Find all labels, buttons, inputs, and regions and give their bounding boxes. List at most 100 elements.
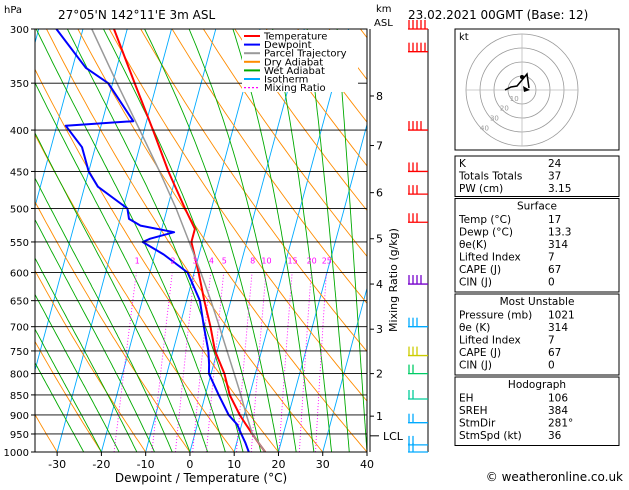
indices-row-label: EH: [459, 393, 474, 405]
indices-row-label: CIN (J): [459, 360, 492, 372]
mixing-ratio-line: [151, 272, 173, 452]
pressure-tick-label: 700: [10, 323, 29, 334]
indices-row-value: 3.15: [548, 183, 571, 195]
wind-barb-icon: [408, 185, 428, 195]
mixing-ratio-label: 8: [250, 257, 255, 266]
dry-adiabat-line: [234, 29, 367, 212]
indices-row-label: Pressure (mb): [459, 310, 532, 322]
location-label: 27°05'N 142°11'E 3m ASL: [58, 8, 215, 22]
hodograph-unit-label: kt: [459, 32, 469, 43]
indices-row-value: 1021: [548, 310, 575, 322]
pressure-tick-label: 400: [10, 126, 29, 137]
dry-adiabat-line: [35, 340, 102, 452]
temperature-line: [113, 29, 267, 452]
pressure-unit-label: hPa: [4, 5, 22, 16]
temperature-tick-label: -30: [48, 458, 66, 471]
isotherm-line: [278, 122, 367, 452]
pressure-tick-label: 550: [10, 238, 29, 249]
isotherm-line: [233, 29, 350, 452]
dry-adiabat-line: [265, 29, 367, 167]
wind-barb-icon: [408, 213, 428, 223]
wind-barb-icon: [408, 364, 428, 375]
wind-barb-icon: [408, 121, 428, 131]
pressure-tick-label: 600: [10, 269, 29, 280]
mixing-ratio-line: [174, 272, 195, 452]
mixing-ratio-label: 15: [287, 257, 297, 266]
indices-row-value: 13.3: [548, 227, 571, 239]
lcl-label: LCL: [383, 430, 404, 443]
mixing-ratio-line: [250, 272, 267, 452]
indices-row-value: 67: [548, 264, 561, 276]
indices-row-label: CAPE (J): [459, 264, 501, 276]
pressure-tick-label: 850: [10, 391, 29, 402]
indices-row-label: CIN (J): [459, 277, 492, 289]
height-tick-label: 4: [376, 278, 383, 291]
pressure-tick-label: 800: [10, 370, 29, 381]
indices-row-value: 281°: [548, 418, 573, 430]
pressure-tick-label: 300: [10, 25, 29, 36]
isotherm-line: [145, 29, 261, 452]
indices-row-value: 0: [548, 277, 555, 289]
indices-row-label: StmSpd (kt): [459, 430, 522, 442]
hodograph-table-title: Hodograph: [508, 379, 566, 391]
height-tick-label: 1: [376, 410, 383, 423]
legend-background: [242, 30, 358, 92]
indices-row-value: 24: [548, 158, 562, 170]
height-axis: 1 2 3 4 5 6 7 8 LCL Mixing Ratio (g/kg): [369, 29, 404, 452]
indices-row-label: StmDir: [459, 418, 496, 430]
legend-entry-label: Parcel Trajectory: [264, 49, 347, 60]
isotherm-line: [56, 29, 172, 452]
indices-row-label: Temp (°C): [458, 214, 511, 226]
pressure-tick-label: 750: [10, 347, 29, 358]
datetime-label: 23.02.2021 00GMT (Base: 12): [408, 8, 588, 22]
indices-row-value: 37: [548, 171, 561, 183]
wet-adiabat-line: [336, 29, 367, 452]
temperature-tick-label: 0: [186, 458, 193, 471]
isotherm-line: [35, 29, 128, 372]
hodograph-ring-label: 10: [510, 95, 519, 103]
pressure-tick-label: 350: [10, 79, 29, 90]
indices-row-label: Totals Totals: [458, 171, 522, 183]
most-unstable-box: [454, 293, 620, 376]
most-unstable-title: Most Unstable: [500, 296, 575, 308]
height-tick-label: 7: [376, 140, 383, 153]
pressure-tick-label: 950: [10, 430, 29, 441]
wind-barb-icon: [408, 20, 428, 30]
indices-row-label: θe(K): [459, 239, 487, 251]
indices-row-label: PW (cm): [459, 183, 503, 195]
hodograph-arrow-icon: [523, 86, 530, 92]
height-tick-label: 8: [376, 90, 383, 103]
mixing-ratio-label: 20: [307, 257, 317, 266]
temperature-tick-label: 10: [227, 458, 241, 471]
temperature-tick-label: 30: [316, 458, 330, 471]
mixing-ratio-label: 5: [222, 257, 227, 266]
temperature-tick-label: -20: [92, 458, 110, 471]
mixing-ratio-label: 1: [135, 257, 140, 266]
mixing-ratio-label: 25: [322, 257, 332, 266]
mixing-ratio-label: 10: [261, 257, 271, 266]
indices-row-label: CAPE (J): [459, 347, 501, 359]
indices-row-label: Lifted Index: [459, 335, 521, 347]
wet-adiabat-line: [35, 361, 85, 452]
wind-barb-icon: [408, 443, 428, 453]
surface-box: [454, 198, 620, 293]
wet-adiabat-line: [35, 81, 209, 452]
copyright-label: © weatheronline.co.uk: [486, 470, 623, 484]
height-tick-label: 6: [376, 187, 383, 200]
wind-barb-icon: [408, 435, 428, 446]
wind-barb-icon: [408, 390, 428, 400]
height-unit-label: km: [376, 4, 392, 15]
indices-row-label: θe (K): [459, 322, 490, 334]
mixing-ratio-line: [113, 272, 137, 452]
surface-title: Surface: [517, 201, 557, 213]
hodograph-ring-label: 30: [490, 115, 499, 123]
legend-entry-label: Mixing Ratio: [264, 83, 326, 94]
pressure-tick-label: 1000: [4, 448, 29, 459]
legend-entry-label: Isotherm: [264, 75, 308, 86]
indices-row-label: Dewp (°C): [459, 227, 513, 239]
height-tick-label: 3: [376, 323, 383, 336]
indices-row-value: 7: [548, 335, 555, 347]
wind-barb-icon: [408, 317, 428, 328]
